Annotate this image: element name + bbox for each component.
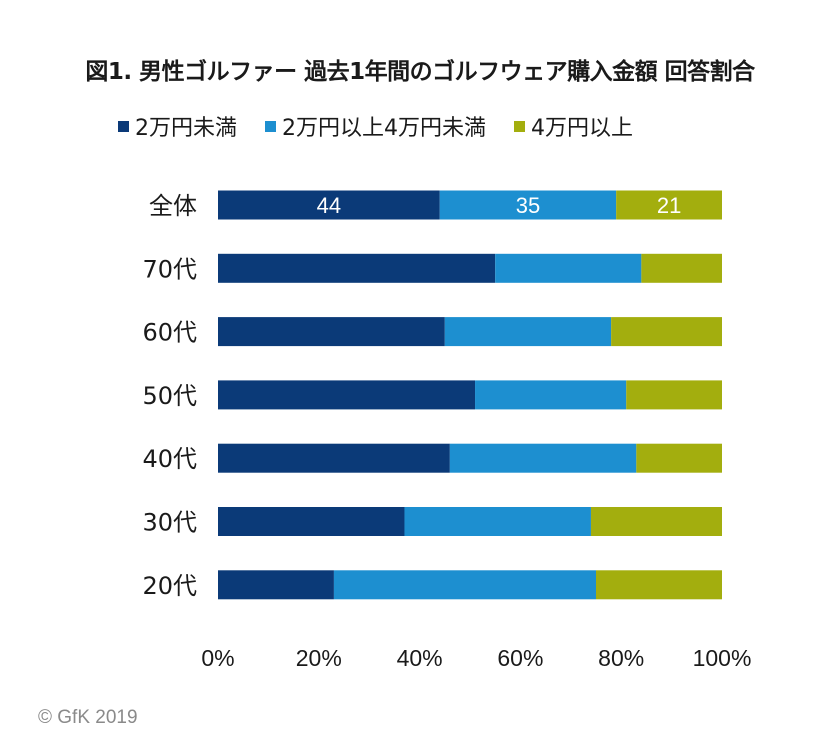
x-tick-label-4: 80% — [598, 645, 644, 671]
legend-item-over-40k: 4万円以上 — [514, 110, 633, 142]
category-label-6: 20代 — [142, 572, 197, 600]
bar-segment-5-0 — [218, 507, 405, 536]
bar-segment-3-1 — [475, 380, 627, 410]
legend-label-under-20k: 2万円未満 — [135, 116, 237, 141]
bar-segment-4-0 — [218, 443, 450, 473]
bar-segment-2-2 — [611, 317, 722, 347]
data-label-total-2: 21 — [657, 193, 681, 218]
bar-segment-0-2 — [616, 190, 722, 220]
bar-segment-0-0 — [218, 190, 440, 220]
category-label-5: 30代 — [142, 509, 197, 537]
legend-item-20k-40k: 2万円以上4万円未満 — [265, 110, 486, 142]
bar-segment-6-2 — [596, 570, 722, 600]
bar-segment-3-2 — [626, 380, 722, 410]
x-tick-label-2: 40% — [397, 645, 443, 671]
category-label-3: 50代 — [142, 382, 197, 410]
bar-segment-6-1 — [333, 570, 596, 600]
category-label-1: 70代 — [142, 255, 197, 283]
x-tick-label-5: 100% — [693, 645, 752, 671]
category-label-2: 60代 — [142, 319, 197, 347]
category-label-0: 全体 — [149, 192, 197, 220]
legend-label-20k-40k: 2万円以上4万円未満 — [282, 116, 486, 141]
bar-segment-5-1 — [404, 507, 591, 536]
data-label-total-1: 35 — [516, 193, 540, 218]
bar-segment-1-1 — [495, 253, 642, 283]
bar-segment-3-0 — [218, 380, 476, 410]
x-tick-label-1: 20% — [296, 645, 342, 671]
legend-swatch-under-20k — [118, 120, 129, 132]
bar-segment-1-2 — [641, 253, 722, 283]
bar-segment-4-2 — [636, 443, 722, 473]
bar-segment-2-0 — [218, 317, 445, 347]
legend-swatch-over-40k — [514, 120, 525, 132]
bar-segment-0-1 — [439, 190, 617, 220]
legend-swatch-20k-40k — [265, 120, 276, 132]
bar-segment-4-1 — [449, 443, 637, 473]
copyright-text: © GfK 2019 — [38, 707, 138, 728]
chart-title: 図1. 男性ゴルファー 過去1年間のゴルフウェア購入金額 回答割合 — [85, 59, 755, 85]
x-tick-label-0: 0% — [201, 645, 234, 671]
legend-label-over-40k: 4万円以上 — [531, 116, 633, 141]
bar-segment-6-0 — [218, 570, 334, 600]
legend: 2万円未満 2万円以上4万円未満 4万円以上 — [118, 110, 661, 142]
category-label-4: 40代 — [142, 445, 197, 473]
bar-segment-1-0 — [218, 253, 496, 283]
bar-segment-5-2 — [590, 507, 722, 536]
data-label-total-0: 44 — [317, 193, 341, 218]
x-tick-label-3: 60% — [497, 645, 543, 671]
bar-segment-2-1 — [444, 317, 612, 347]
legend-item-under-20k: 2万円未満 — [118, 110, 237, 142]
